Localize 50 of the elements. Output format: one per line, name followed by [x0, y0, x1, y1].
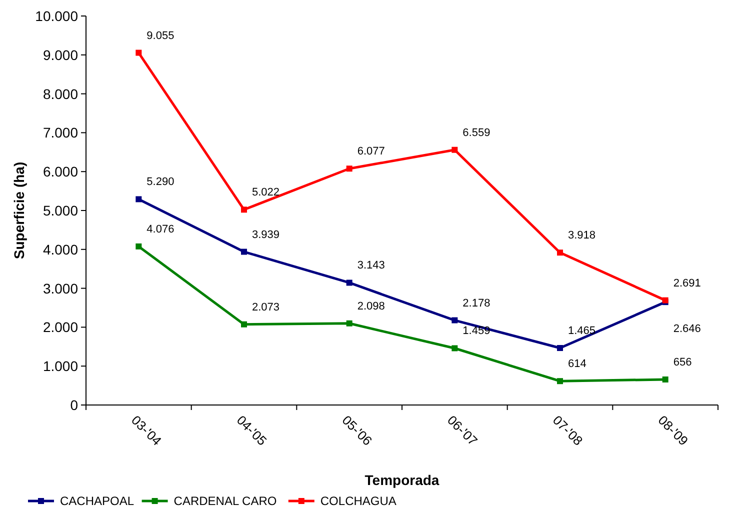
point: [557, 378, 563, 384]
data-label: 656: [673, 356, 692, 368]
data-label: 9.055: [146, 30, 174, 42]
point: [557, 345, 563, 352]
data-label: 4.076: [146, 223, 174, 236]
point: [136, 243, 142, 250]
y-tick-label: 8.000: [42, 86, 78, 102]
y-tick-label: 6.000: [42, 164, 78, 180]
data-label: 6.077: [357, 146, 385, 158]
y-tick-label: 1.000: [42, 358, 78, 374]
data-label: 6.559: [462, 126, 490, 139]
y-tick-label: 7.000: [42, 124, 78, 141]
point: [557, 250, 563, 256]
y-tick-label: 4.000: [42, 241, 78, 258]
point: [662, 376, 668, 382]
y-tick-label: 10.000: [35, 8, 78, 24]
data-label: 2.073: [252, 301, 280, 314]
legend-label: COLCHAGUA: [320, 494, 396, 508]
point: [452, 345, 458, 352]
point: [241, 321, 247, 328]
point: [452, 317, 458, 324]
y-tick-label: 3.000: [42, 280, 78, 296]
data-label: 3.918: [568, 230, 596, 242]
legend-label: CACHAPOAL: [60, 494, 134, 508]
data-label: 2.098: [357, 300, 385, 312]
data-label: 614: [568, 358, 586, 370]
y-tick-label: 0: [70, 397, 78, 413]
y-tick-label: 5.000: [42, 202, 78, 218]
point: [346, 320, 352, 326]
point: [136, 50, 142, 56]
legend-label: CARDENAL CARO: [174, 494, 277, 508]
data-label: 3.143: [357, 260, 385, 272]
point: [346, 280, 352, 286]
point: [136, 196, 142, 202]
data-label: 2.691: [673, 277, 701, 290]
point: [452, 146, 458, 153]
data-label: 5.290: [146, 176, 174, 188]
data-label: 5.022: [252, 186, 280, 199]
y-tick-label: 2.000: [42, 319, 78, 336]
y-axis-title: Superficie (ha): [11, 162, 27, 260]
data-label: 2.646: [673, 323, 701, 336]
y-tick-label: 9.000: [42, 46, 78, 63]
data-label: 3.939: [252, 228, 280, 241]
point: [241, 248, 247, 255]
point: [241, 206, 247, 213]
data-label: 1.465: [568, 325, 596, 338]
x-axis-title: Temporada: [364, 472, 440, 488]
data-label: 1.459: [462, 325, 490, 338]
point: [346, 166, 352, 172]
data-label: 2.178: [462, 297, 490, 310]
